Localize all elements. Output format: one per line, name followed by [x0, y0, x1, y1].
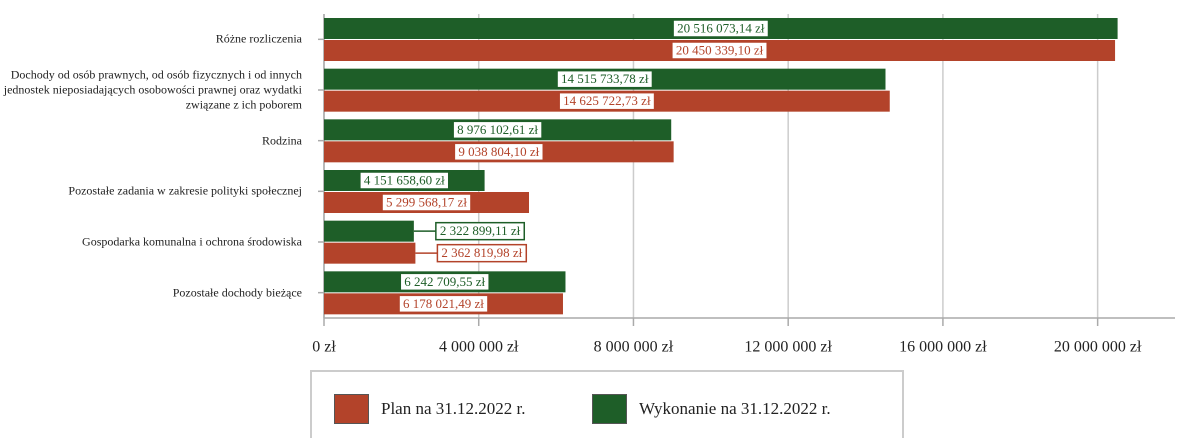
data-label-box	[672, 19, 770, 38]
data-label-box	[398, 294, 489, 314]
legend: Plan na 31.12.2022 r. Wykonanie na 31.12.…	[310, 370, 904, 438]
data-label-box	[399, 272, 490, 292]
data-label: 2 322 899,11 zł	[413, 221, 526, 241]
data-label: 5 299 568,17 zł	[381, 193, 472, 212]
data-label-text: 14 625 722,73 zł	[563, 93, 651, 108]
category-label: Różne rozliczenia	[215, 31, 302, 46]
x-tick-label: 0 zł	[312, 339, 336, 356]
legend-swatch	[334, 394, 369, 424]
data-label-box	[556, 69, 654, 89]
data-label: 8 976 102,61 zł	[452, 120, 543, 140]
data-label-text: 8 976 102,61 zł	[457, 122, 538, 137]
category-label: Rodzina	[262, 133, 302, 148]
data-label-text: 4 151 658,60 zł	[364, 172, 445, 187]
data-label: 20 450 339,10 zł	[671, 41, 768, 60]
data-label: 14 515 733,78 zł	[556, 69, 654, 89]
data-label-text: 6 242 709,55 zł	[404, 274, 485, 289]
x-tick-label: 4 000 000 zł	[439, 339, 519, 356]
data-label-text: 9 038 804,10 zł	[458, 144, 539, 159]
category-label: Gospodarka komunalna i ochrona środowisk…	[82, 234, 302, 249]
data-label-box	[558, 91, 656, 111]
data-label-text: 2 362 819,98 zł	[441, 245, 522, 260]
legend-label: Plan na 31.12.2022 r.	[381, 399, 526, 418]
data-label-box	[359, 171, 450, 190]
x-tick-label: 16 000 000 zł	[899, 339, 987, 356]
legend-swatch	[592, 394, 627, 424]
data-label-text: 5 299 568,17 zł	[386, 194, 467, 209]
x-tick-label: 12 000 000 zł	[744, 339, 832, 356]
x-tick-label: 8 000 000 zł	[594, 339, 674, 356]
data-label: 20 516 073,14 zł	[672, 19, 770, 38]
data-label: 14 625 722,73 zł	[558, 91, 656, 111]
data-label-text: 14 515 733,78 zł	[561, 71, 649, 86]
legend-label: Wykonanie na 31.12.2022 r.	[639, 399, 831, 418]
data-label-text: 20 450 339,10 zł	[676, 42, 764, 57]
x-tick-label: 20 000 000 zł	[1054, 339, 1142, 356]
data-label: 9 038 804,10 zł	[453, 142, 545, 162]
data-label: 6 178 021,49 zł	[398, 294, 489, 314]
data-label-text: 6 178 021,49 zł	[403, 296, 484, 311]
category-label: Pozostałe zadania w zakresie polityki sp…	[68, 183, 302, 198]
data-label-box	[435, 221, 526, 241]
data-label-text: 20 516 073,14 zł	[677, 20, 765, 35]
bar	[324, 220, 414, 242]
data-label-text: 2 322 899,11 zł	[440, 223, 521, 238]
data-label: 6 242 709,55 zł	[399, 272, 490, 292]
legend-item: Plan na 31.12.2022 r.	[334, 394, 526, 424]
data-label: 2 362 819,98 zł	[415, 243, 528, 263]
data-label-box	[453, 142, 545, 162]
legend-item: Wykonanie na 31.12.2022 r.	[592, 394, 831, 424]
bar	[324, 242, 416, 264]
data-label-box	[452, 120, 543, 140]
data-label-box	[671, 41, 768, 60]
data-label-box	[381, 193, 472, 212]
category-label: Pozostałe dochody bieżące	[172, 285, 302, 300]
data-label-box	[436, 243, 528, 263]
data-label: 4 151 658,60 zł	[359, 171, 450, 190]
category-label: Dochody od osób prawnych, od osób fizycz…	[3, 67, 302, 112]
